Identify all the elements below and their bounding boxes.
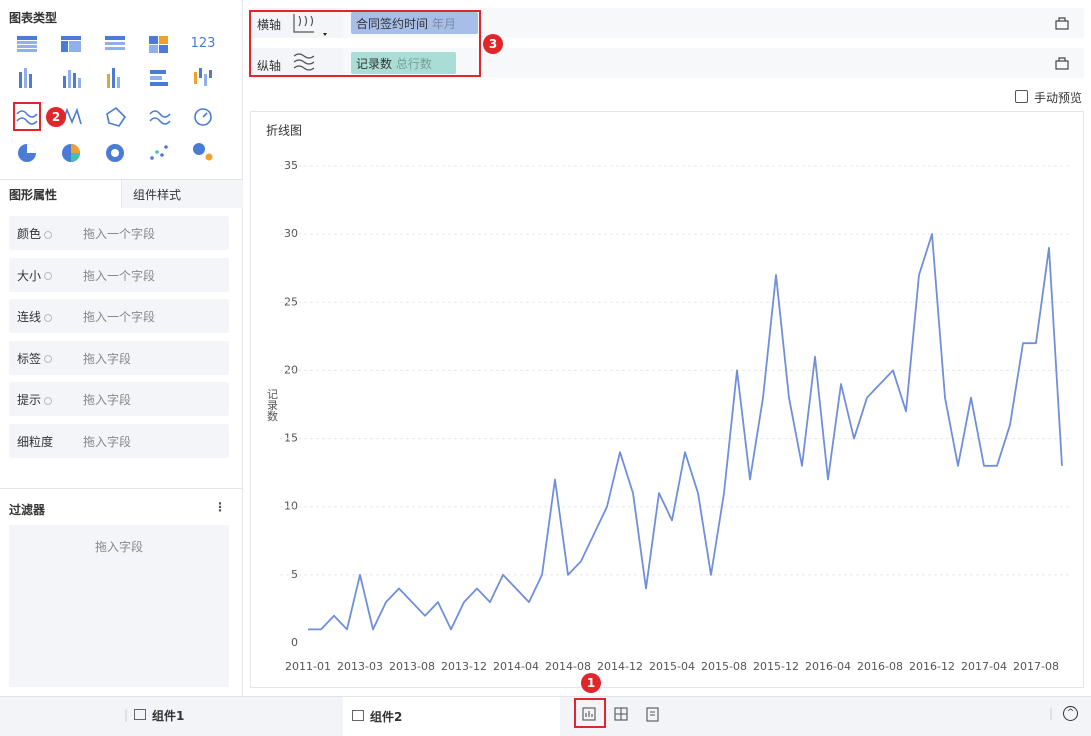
y-axis-title: 记录数 (266, 388, 279, 422)
sidebar: 图表类型 123 2 (0, 0, 243, 696)
y-tick-label: 15 (284, 432, 298, 445)
x-tick-label: 2016-08 (857, 660, 903, 673)
chart-type-title: 图表类型 (9, 11, 58, 25)
field-name: 合同签约时间 (356, 17, 429, 31)
bottom-bar: | 组件1 组件2 ^ | (0, 696, 1091, 736)
step-badge: 3 (483, 34, 503, 54)
property-name: 细粒度 (17, 435, 54, 449)
x-tick-label: 2015-12 (753, 660, 799, 673)
property-placeholder: 拖入字段 (83, 393, 132, 408)
y-tick-label: 30 (284, 227, 298, 240)
add-icons[interactable] (580, 705, 670, 727)
property-placeholder: 拖入字段 (83, 435, 132, 449)
highlight-box (249, 10, 481, 77)
x-tick-label: 2017-04 (961, 660, 1007, 673)
property-row[interactable]: 大小 拖入一个字段 (9, 257, 229, 292)
field-sub: 年月 (431, 17, 456, 31)
line-series (308, 233, 1063, 631)
property-name: 连线 (17, 308, 53, 325)
property-row[interactable]: 标签 拖入字段 (9, 340, 229, 375)
x-tick-label: 2014-12 (597, 660, 643, 673)
gear-icon (44, 355, 53, 364)
tab[interactable]: 组件样式 (121, 180, 243, 208)
component-tab[interactable]: 组件1 (152, 709, 185, 723)
property-row[interactable]: 提示 拖入字段 (9, 382, 229, 417)
y-tick-label: 20 (284, 363, 298, 376)
x-tick-label: 2013-08 (389, 660, 435, 673)
property-name: 大小 (17, 267, 53, 284)
y-drop (343, 48, 1084, 78)
field-sub: 总行数 (395, 57, 432, 71)
property-row[interactable]: 连线 拖入一个字段 (9, 299, 229, 334)
x-tick-label: 2013-03 (337, 660, 383, 673)
menu-dots[interactable]: ⋮ (214, 500, 226, 514)
gear-icon (44, 313, 53, 322)
x-tick-label: 2013-12 (441, 660, 487, 673)
x-tick-label: 2016-04 (805, 660, 851, 673)
number-icon: 123 (191, 36, 216, 51)
component-tab: 组件2 (370, 710, 403, 724)
lock-icons[interactable] (1054, 16, 1070, 72)
property-name: 提示 (17, 391, 53, 408)
filter-drop[interactable]: 拖入字段 (9, 525, 229, 687)
highlight-box (574, 698, 606, 728)
chart-title: 折线图 (266, 123, 302, 138)
property-row[interactable]: 颜色 拖入一个字段 (9, 216, 229, 250)
property-row[interactable]: 细粒度 拖入字段 (9, 424, 229, 458)
gear-icon (44, 396, 53, 405)
chart: 折线图 记录数 051015202530352011-012013-032013… (266, 123, 1070, 673)
x-tick-label: 2011-01 (285, 660, 331, 673)
divider (0, 488, 243, 489)
property-name: 颜色 (17, 225, 53, 242)
chart-card (250, 111, 1084, 688)
tab-bar: 图形属性 组件样式 (0, 179, 243, 208)
y-field-pill[interactable]: 记录数 总行数 (351, 52, 456, 74)
property-name: 标签 (17, 350, 53, 367)
tab-icon (352, 710, 364, 721)
property-placeholder: 拖入一个字段 (83, 227, 156, 241)
property-placeholder: 拖入一个字段 (83, 268, 156, 283)
x-tick-label: 2014-08 (545, 660, 591, 673)
y-tick-label: 0 (291, 636, 298, 649)
field-name: 记录数 (356, 57, 393, 71)
tab[interactable]: 图形属性 (0, 180, 121, 208)
gear-icon (44, 230, 53, 239)
manual-preview: 手动预览 (1034, 91, 1083, 105)
active-tab[interactable]: 组件2 (343, 697, 560, 736)
x-axis-label: 横轴 (257, 18, 282, 32)
x-tick-label: 2015-08 (701, 660, 747, 673)
gear-icon (44, 272, 53, 281)
x-tick-label: 2017-08 (1013, 660, 1059, 673)
tab-icon (134, 709, 146, 720)
step-badge: 1 (581, 673, 601, 693)
y-tick-label: 35 (284, 159, 298, 172)
y-tick-label: 10 (284, 500, 298, 513)
filter-title: 过滤器 (9, 503, 46, 517)
axis-icons[interactable] (290, 12, 330, 82)
x-tick-label: 2016-12 (909, 660, 955, 673)
separator: | (124, 708, 129, 722)
property-placeholder: 拖入字段 (83, 351, 132, 366)
y-axis-label: 纵轴 (257, 59, 282, 73)
highlight-box (13, 102, 41, 131)
chart-type-icons[interactable]: 123 (0, 28, 236, 168)
checkbox[interactable] (1015, 90, 1028, 103)
step-badge: 2 (46, 107, 66, 127)
collapse-button[interactable]: ^ (1063, 706, 1078, 721)
x-tick-label: 2015-04 (649, 660, 695, 673)
x-tick-label: 2014-04 (493, 660, 539, 673)
y-tick-label: 25 (284, 295, 298, 308)
property-placeholder: 拖入一个字段 (83, 310, 156, 325)
x-field-pill[interactable]: 合同签约时间 年月 (351, 12, 478, 34)
separator: | (1049, 706, 1054, 720)
